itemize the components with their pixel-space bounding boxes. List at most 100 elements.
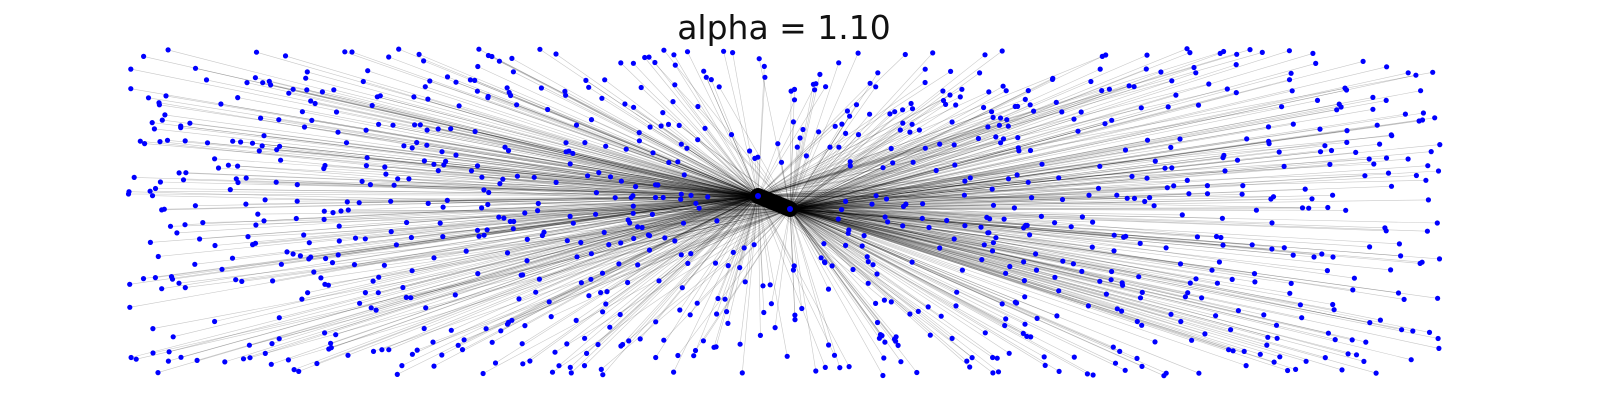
leaf-node [1158,69,1164,75]
edge [789,208,998,359]
leaf-node [562,88,568,94]
leaf-node [1388,183,1395,189]
edge [789,208,1439,339]
leaf-node [656,278,662,284]
leaf-node [1290,121,1296,127]
edge [427,98,759,197]
leaf-node [545,106,551,113]
leaf-node [897,127,903,133]
edge [164,114,759,197]
leaf-node [630,60,637,66]
edge [789,201,1145,210]
edge [585,80,759,197]
edge [757,51,1224,197]
edge [664,195,759,239]
leaf-node [463,248,469,254]
leaf-node [593,190,600,196]
leaf-node [164,137,171,143]
edge [789,121,953,210]
edge [757,71,951,197]
edge [789,87,1346,210]
leaf-node [964,358,970,364]
leaf-node [703,74,709,80]
edge [310,195,759,258]
edge [757,195,1405,300]
edge [789,194,965,210]
leaf-node [1027,102,1033,108]
leaf-node [203,77,210,83]
edge [757,195,1135,199]
leaf-node [791,263,797,269]
edge [757,117,1001,197]
edge [237,97,759,197]
edge [128,193,759,197]
leaf-node [711,344,717,350]
leaf-node [212,156,218,162]
edge [789,177,1148,210]
leaf-node [694,300,700,306]
edge [789,193,1243,210]
edge [789,208,990,220]
leaf-node [1428,149,1434,155]
leaf-node [472,128,478,135]
leaf-node [312,100,318,107]
edge [789,208,833,267]
leaf-node [1279,104,1285,110]
leaf-node [652,194,659,201]
leaf-node [1281,245,1287,251]
leaf-node [1224,86,1230,92]
edge [482,208,791,374]
leaf-node [370,348,377,354]
leaf-node [951,142,957,148]
edge [789,208,996,238]
edge [789,126,1269,210]
edge [789,155,1224,210]
leaf-node [453,152,459,158]
leaf-node [1052,274,1058,280]
edge [789,208,982,260]
leaf-node [990,370,996,376]
edge [789,208,825,244]
edge [789,208,1353,341]
edge [279,195,759,339]
edge [711,79,759,197]
leaf-node [1418,88,1424,94]
edge [338,195,759,256]
edge [173,195,759,338]
edge [629,208,791,224]
edge [789,170,1439,210]
leaf-node [322,330,328,336]
leaf-node [1382,225,1388,231]
leaf-node [875,70,881,76]
edge [789,208,955,240]
leaf-node [388,229,394,235]
edge [789,68,926,210]
edge [697,106,791,210]
edge [789,74,1416,210]
edge [354,195,759,265]
leaf-node [170,334,176,340]
edge [158,102,791,210]
leaf-node [309,117,315,123]
edge [631,197,791,210]
leaf-node [393,242,399,248]
edge [789,207,1328,210]
edge [757,195,1025,281]
leaf-node [730,249,736,255]
leaf-node [1184,177,1190,183]
edge [337,131,791,210]
leaf-node [919,215,925,221]
leaf-node [784,353,790,359]
edge [442,208,791,237]
edge [774,208,791,328]
edge [789,208,1296,370]
edge [789,208,1290,294]
leaf-node [832,123,838,129]
edge [463,208,791,341]
leaf-node [1299,315,1305,321]
edge [371,195,759,309]
leaf-node [827,144,833,150]
leaf-node [225,162,231,168]
leaf-node [322,281,328,287]
leaf-node [1168,311,1174,317]
